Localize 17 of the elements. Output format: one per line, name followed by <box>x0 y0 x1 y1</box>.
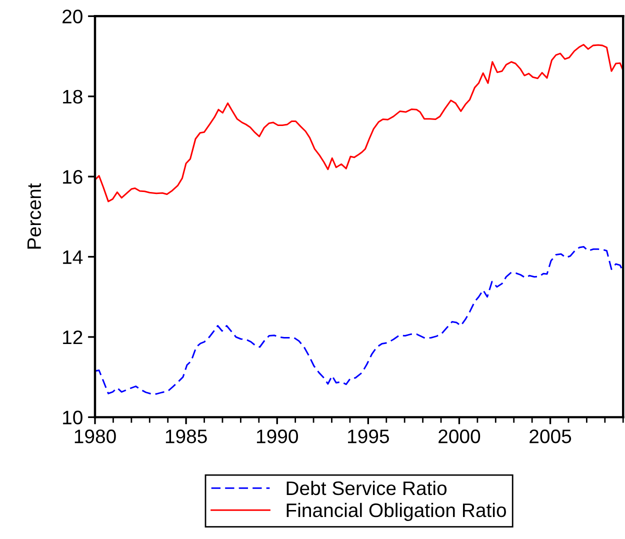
y-tick-label: 20 <box>62 10 82 24</box>
line-series <box>95 246 624 395</box>
y-tick-label: 12 <box>63 330 82 344</box>
y-axis-title: Percent <box>27 183 42 249</box>
y-tick-label: 10 <box>63 410 82 424</box>
legend-label: Debt Service Ratio <box>286 480 447 496</box>
x-tick-label: 2000 <box>438 430 480 444</box>
x-tick-label: 1990 <box>256 430 298 444</box>
y-tick-label: 18 <box>63 90 82 104</box>
y-tick-label: 14 <box>63 250 83 264</box>
x-tick-label: 1980 <box>74 430 116 444</box>
y-tick-label: 16 <box>63 170 82 184</box>
line-series <box>95 44 624 202</box>
x-tick-label: 1995 <box>348 430 389 444</box>
x-tick-label: 2005 <box>530 430 572 444</box>
x-tick-label: 1985 <box>166 430 207 444</box>
legend-label: Financial Obligation Ratio <box>286 502 506 522</box>
